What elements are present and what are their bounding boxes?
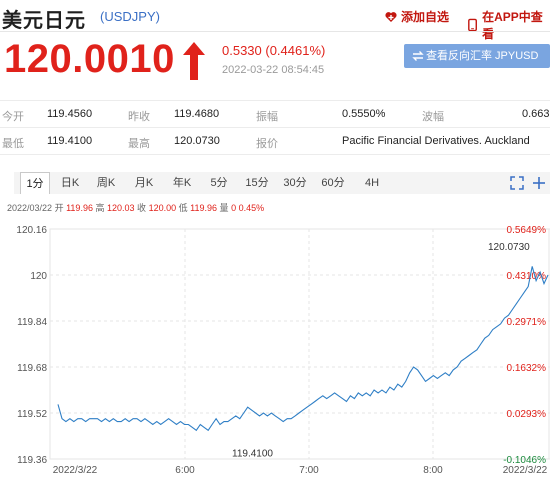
- tab-4h[interactable]: 4H: [364, 177, 380, 189]
- stat-value-amplitude: 0.5550%: [342, 108, 386, 120]
- info-vol-label: 量: [219, 203, 229, 213]
- info-vol: 0: [231, 203, 237, 213]
- tab-yearly-k[interactable]: 年K: [172, 177, 192, 189]
- tab-15min[interactable]: 15分: [245, 177, 269, 189]
- y-tick-label: 119.52: [17, 409, 47, 420]
- price-change: 0.5330 (0.4461%): [222, 43, 326, 58]
- info-open: 119.96: [66, 203, 93, 213]
- current-price: 120.0010: [4, 37, 175, 81]
- high-annotation: 120.0730: [488, 242, 530, 253]
- pct-tick-label: -0.1046%: [503, 455, 546, 466]
- info-high-label: 高: [95, 203, 105, 213]
- stat-value-volatility: 0.663: [522, 108, 550, 120]
- add-icon[interactable]: [532, 176, 546, 190]
- stats-row: 最低 119.4100 最高 120.0730 报价 Pacific Finan…: [0, 127, 550, 155]
- period-tabs: 1分 日K 周K 月K 年K 5分 15分 30分 60分 4H: [14, 172, 550, 194]
- stat-label-amplitude: 振幅: [256, 111, 278, 123]
- pct-tick-label: 0.0293%: [507, 409, 547, 420]
- tab-weekly-k[interactable]: 周K: [96, 177, 116, 189]
- stat-value-low: 119.4100: [47, 135, 93, 147]
- stat-value-high: 120.0730: [174, 135, 220, 147]
- kline-info-bar: 2022/03/22 开 119.96 高 120.03 收 120.00 低 …: [7, 201, 264, 214]
- info-pct: 0.45%: [238, 203, 265, 213]
- page-title: 美元日元: [2, 10, 86, 32]
- phone-icon: [468, 18, 477, 32]
- add-watchlist-label: 添加自选: [401, 10, 450, 24]
- tab-monthly-k[interactable]: 月K: [134, 177, 154, 189]
- fullscreen-icon[interactable]: [510, 176, 524, 190]
- info-low: 119.96: [190, 203, 218, 213]
- x-tick-label: 7:00: [299, 465, 319, 476]
- quote-time: 2022-03-22 08:54:45: [222, 64, 325, 76]
- price-chart[interactable]: 120.16 120 119.84 119.68 119.52 119.36 0.5649%…: [0, 212, 550, 478]
- low-annotation: 119.4100: [232, 449, 273, 460]
- swap-icon: [412, 51, 424, 61]
- price-line: [57, 266, 549, 432]
- info-open-label: 开: [54, 203, 64, 213]
- y-tick-label: 119.68: [17, 363, 47, 374]
- y-tick-label: 119.84: [17, 317, 47, 328]
- x-tick-label: 2022/3/22: [503, 465, 548, 476]
- add-watchlist-button[interactable]: 添加自选: [384, 8, 449, 25]
- stat-label-high: 最高: [128, 138, 150, 150]
- tab-5min[interactable]: 5分: [210, 177, 228, 189]
- x-tick-label: 8:00: [423, 465, 443, 476]
- header-divider: [0, 31, 550, 32]
- view-in-app-button[interactable]: 在APP中查看: [466, 8, 550, 42]
- symbol-code: (USDJPY): [100, 9, 160, 24]
- pct-tick-label: 0.1632%: [507, 363, 547, 374]
- pct-tick-label: 0.4310%: [507, 271, 547, 282]
- chart-frame: [49, 228, 550, 460]
- tab-60min[interactable]: 60分: [321, 177, 345, 189]
- up-arrow-icon: [183, 42, 205, 80]
- info-high: 120.03: [107, 203, 135, 213]
- reverse-rate-button[interactable]: 查看反向汇率 JPYUSD: [404, 44, 550, 68]
- stat-label-volatility: 波幅: [422, 111, 444, 123]
- tab-daily-k[interactable]: 日K: [60, 177, 80, 189]
- stat-label-open: 今开: [2, 111, 24, 123]
- x-tick-label: 2022/3/22: [53, 465, 98, 476]
- y-tick-label: 120.16: [16, 225, 47, 236]
- info-close-label: 收: [137, 203, 147, 213]
- stat-label-quote-source: 报价: [256, 138, 278, 150]
- info-date: 2022/03/22: [7, 203, 53, 213]
- reverse-rate-label: 查看反向汇率 JPYUSD: [426, 50, 539, 62]
- y-tick-label: 120: [30, 271, 47, 282]
- stats-row: 今开 119.4560 昨收 119.4680 振幅 0.5550% 波幅 0.…: [0, 100, 550, 127]
- stats-table: 今开 119.4560 昨收 119.4680 振幅 0.5550% 波幅 0.…: [0, 100, 550, 155]
- stat-label-prev-close: 昨收: [128, 111, 150, 123]
- stat-value-prev-close: 119.4680: [174, 108, 220, 120]
- tab-30min[interactable]: 30分: [283, 177, 307, 189]
- info-low-label: 低: [178, 203, 188, 213]
- stat-label-low: 最低: [2, 138, 24, 150]
- stat-value-open: 119.4560: [47, 108, 93, 120]
- x-tick-label: 6:00: [175, 465, 195, 476]
- pct-tick-label: 0.2971%: [507, 317, 547, 328]
- stat-value-quote-source: Pacific Financial Derivatives. Auckland: [342, 135, 530, 147]
- tab-1min[interactable]: 1分: [20, 172, 50, 194]
- info-close: 120.00: [148, 203, 177, 213]
- view-in-app-label: 在APP中查看: [482, 10, 543, 41]
- y-tick-label: 119.36: [17, 455, 47, 466]
- pct-tick-label: 0.5649%: [507, 225, 547, 236]
- heart-plus-icon: [385, 11, 397, 22]
